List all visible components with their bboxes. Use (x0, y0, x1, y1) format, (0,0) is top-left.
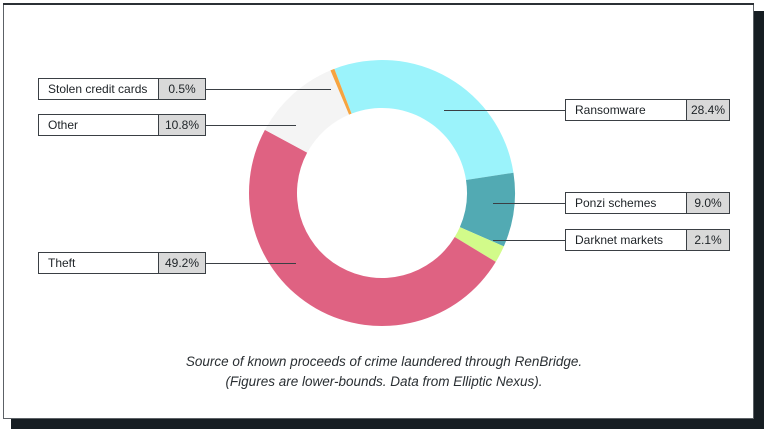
label-darknet-markets: Darknet markets 2.1% (565, 229, 730, 251)
label-name: Theft (39, 253, 159, 273)
chart-caption: Source of known proceeds of crime launde… (0, 352, 768, 392)
leader-lines (205, 89, 565, 264)
label-value: 10.8% (159, 115, 205, 135)
slice-darknet-markets (454, 227, 504, 262)
slice-other (264, 70, 350, 153)
label-name: Darknet markets (566, 230, 687, 250)
label-ponzi-schemes: Ponzi schemes 9.0% (565, 192, 730, 214)
label-name: Ransomware (566, 100, 687, 120)
slice-ponzi-schemes (459, 172, 515, 247)
label-stolen-credit-cards: Stolen credit cards 0.5% (38, 78, 206, 100)
label-value: 49.2% (159, 253, 205, 273)
label-value: 0.5% (159, 79, 205, 99)
slice-theft (248, 129, 496, 327)
label-ransomware: Ransomware 28.4% (565, 99, 730, 121)
slice-ransomware (334, 59, 514, 181)
caption-line-2: (Figures are lower-bounds. Data from Ell… (225, 374, 543, 389)
slice-stolen-credit-cards (330, 68, 352, 115)
label-value: 2.1% (687, 230, 729, 250)
label-name: Ponzi schemes (566, 193, 687, 213)
donut-slices (248, 59, 515, 327)
label-theft: Theft 49.2% (38, 252, 206, 274)
label-name: Other (39, 115, 159, 135)
label-name: Stolen credit cards (39, 79, 159, 99)
caption-line-1: Source of known proceeds of crime launde… (185, 354, 583, 369)
label-other: Other 10.8% (38, 114, 206, 136)
label-value: 28.4% (687, 100, 729, 120)
label-value: 9.0% (687, 193, 729, 213)
